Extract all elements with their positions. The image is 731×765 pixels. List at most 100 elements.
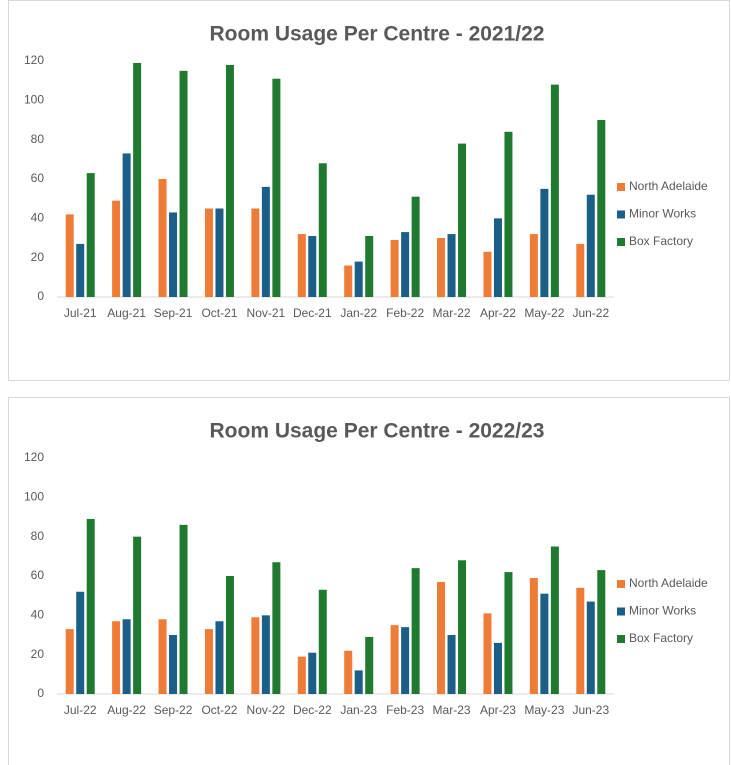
legend-swatch [617, 238, 625, 246]
bar [540, 593, 549, 694]
bar [483, 613, 492, 694]
legend-label: Minor Works [629, 604, 696, 618]
bar [112, 200, 121, 297]
bar [447, 234, 456, 297]
bar [261, 186, 270, 297]
x-tick-label: Jul-21 [64, 306, 97, 320]
bar [540, 188, 549, 297]
bar [437, 238, 446, 297]
x-tick-label: Nov-22 [247, 703, 286, 717]
bar [401, 232, 410, 297]
chart-frame [8, 397, 730, 765]
bar [576, 587, 585, 694]
legend-label: Box Factory [629, 234, 693, 248]
bar [133, 536, 142, 694]
bar [354, 261, 363, 297]
bar [169, 635, 178, 694]
bar [529, 234, 538, 297]
bar [122, 153, 131, 297]
bar [411, 568, 420, 694]
x-tick-label: Oct-21 [201, 306, 237, 320]
legend-swatch [617, 580, 625, 588]
bar [529, 577, 538, 694]
bar [437, 581, 446, 694]
bar [504, 572, 513, 694]
y-tick-label: 80 [31, 132, 45, 146]
legend-label: North Adelaide [629, 576, 708, 590]
y-tick-label: 120 [24, 450, 44, 464]
bar [318, 163, 327, 297]
x-tick-label: Jul-22 [64, 703, 97, 717]
bar [169, 212, 178, 297]
bar [344, 265, 353, 297]
x-tick-label: Apr-22 [480, 306, 516, 320]
x-tick-label: Nov-21 [247, 306, 286, 320]
x-tick-label: Jan-22 [340, 306, 377, 320]
bar [550, 84, 559, 297]
y-tick-label: 40 [31, 608, 45, 622]
bar [458, 143, 467, 297]
bar [550, 546, 559, 694]
bar [261, 615, 270, 694]
bar [344, 650, 353, 694]
x-tick-label: Aug-21 [107, 306, 146, 320]
y-tick-label: 0 [37, 686, 44, 700]
x-tick-label: Oct-22 [201, 703, 237, 717]
chart-title: Room Usage Per Centre - 2022/23 [210, 420, 545, 443]
bar [483, 251, 492, 297]
x-tick-label: Jan-23 [340, 703, 377, 717]
bar [76, 591, 85, 694]
bar [401, 627, 410, 694]
x-tick-label: Sep-22 [154, 703, 193, 717]
bar [215, 208, 224, 297]
bar [272, 78, 281, 297]
x-tick-label: Apr-23 [480, 703, 516, 717]
x-tick-label: Jun-22 [572, 306, 609, 320]
legend-swatch [617, 183, 625, 191]
bar [390, 625, 399, 694]
bar [272, 562, 281, 694]
bar [158, 179, 167, 297]
legend-label: North Adelaide [629, 179, 708, 193]
bar [251, 617, 260, 694]
bar [65, 629, 74, 694]
bar [297, 656, 306, 694]
bar [308, 236, 317, 297]
x-tick-label: Feb-23 [386, 703, 424, 717]
y-tick-label: 20 [31, 647, 45, 661]
bar [86, 518, 95, 694]
y-tick-label: 40 [31, 211, 45, 225]
bar [458, 560, 467, 694]
bar [597, 120, 606, 297]
x-tick-label: Feb-22 [386, 306, 424, 320]
bar [586, 194, 595, 297]
bar [76, 243, 85, 297]
y-tick-label: 120 [24, 53, 44, 67]
chart-title: Room Usage Per Centre - 2021/22 [210, 23, 545, 46]
bar [158, 619, 167, 694]
bar [112, 621, 121, 694]
bar [65, 214, 74, 297]
bar [390, 239, 399, 297]
legend-swatch [617, 607, 625, 616]
x-tick-label: Sep-21 [154, 306, 193, 320]
x-tick-label: Mar-23 [433, 703, 471, 717]
bar [179, 70, 188, 297]
bar [493, 218, 502, 297]
y-tick-label: 60 [31, 171, 45, 185]
bar [597, 570, 606, 694]
bar [365, 236, 374, 297]
bar [297, 234, 306, 297]
bar [318, 589, 327, 694]
bar [504, 131, 513, 297]
bar [586, 601, 595, 694]
bar [225, 576, 234, 694]
y-tick-label: 100 [24, 93, 44, 107]
bar [354, 670, 363, 694]
bar [225, 64, 234, 297]
bar [576, 243, 585, 297]
legend-label: Minor Works [629, 207, 696, 221]
bar [308, 652, 317, 694]
legend-label: Box Factory [629, 631, 693, 645]
